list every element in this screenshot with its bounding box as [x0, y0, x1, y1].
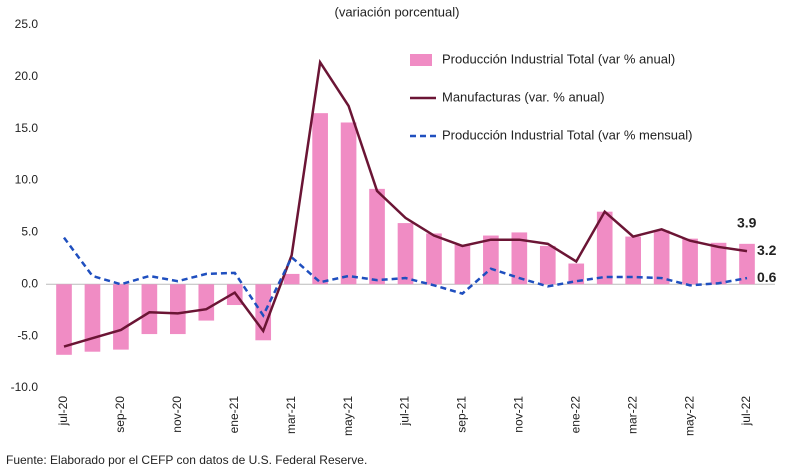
bar — [739, 243, 755, 285]
end-label: 3.9 — [737, 215, 757, 231]
bar — [710, 242, 727, 285]
chart-title: (variación porcentual) — [334, 4, 459, 19]
x-tick-label: jul-20 — [56, 396, 70, 427]
legend-label: Manufacturas (var. % anual) — [442, 89, 605, 104]
dashed-line — [62, 236, 748, 318]
x-tick-label: ene-22 — [568, 396, 582, 434]
legend-swatch — [410, 54, 432, 66]
y-tick-label: 0.0 — [21, 276, 38, 290]
y-tick-label: -10.0 — [11, 380, 39, 394]
y-tick-label: -5.0 — [17, 328, 38, 342]
bar — [539, 245, 556, 285]
y-tick-label: 15.0 — [15, 121, 39, 135]
y-tick-label: 5.0 — [21, 225, 38, 239]
bar — [312, 113, 328, 285]
x-tick-label: nov-20 — [170, 396, 184, 433]
y-tick-label: 20.0 — [15, 69, 39, 83]
source: Fuente: Elaborado por el CEFP con datos … — [6, 453, 367, 467]
bar — [568, 263, 585, 285]
bar — [397, 223, 414, 285]
y-tick-label: 10.0 — [15, 173, 39, 187]
x-tick-label: may-22 — [682, 396, 696, 436]
bar — [483, 235, 499, 285]
bar — [198, 284, 215, 321]
bar — [596, 211, 613, 285]
end-label: 3.2 — [757, 242, 777, 258]
bar — [113, 284, 129, 350]
x-tick-label: sep-21 — [455, 396, 469, 433]
bar — [84, 284, 101, 352]
legend-label: Producción Industrial Total (var % anual… — [442, 51, 675, 66]
bar — [141, 284, 158, 335]
bar — [170, 284, 186, 335]
bar — [511, 232, 528, 285]
bar — [454, 244, 471, 285]
x-tick-label: mar-21 — [284, 396, 298, 434]
x-tick-label: nov-21 — [512, 396, 526, 433]
x-tick-label: jul-22 — [739, 396, 753, 427]
x-tick-label: may-21 — [341, 396, 355, 436]
x-tick-label: jul-21 — [398, 396, 412, 427]
x-tick-label: ene-21 — [227, 396, 241, 434]
bar — [682, 238, 698, 285]
x-tick-label: mar-22 — [625, 396, 639, 434]
bar — [625, 236, 641, 285]
legend-label: Producción Industrial Total (var % mensu… — [442, 127, 693, 142]
bar — [653, 230, 670, 285]
bar — [426, 233, 442, 285]
line — [63, 58, 748, 348]
bar — [56, 284, 72, 355]
bar — [340, 122, 357, 285]
y-tick-label: 25.0 — [15, 17, 39, 31]
bar — [283, 273, 300, 285]
bar — [369, 188, 385, 285]
end-label: 0.6 — [757, 269, 777, 285]
x-tick-label: sep-20 — [113, 396, 127, 433]
